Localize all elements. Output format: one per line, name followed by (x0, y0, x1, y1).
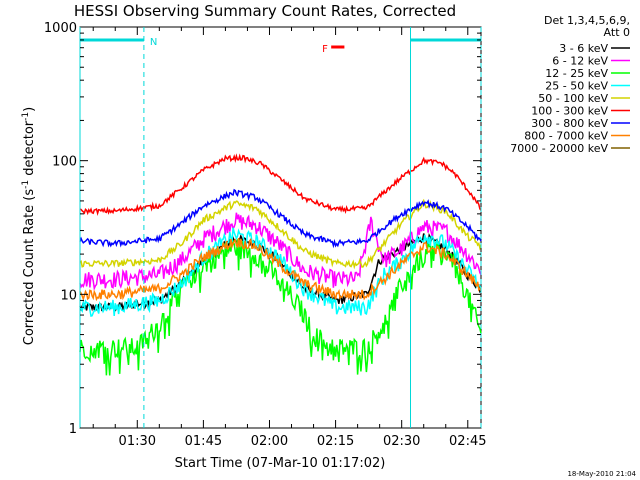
y-axis-label-part: detector (22, 120, 37, 180)
series-line (79, 198, 482, 270)
marker-layer: NF (79, 27, 482, 428)
x-axis-label: Start Time (07-Mar-10 01:17:02) (175, 456, 386, 471)
y-axis-label-part: Corrected Count Rate (s (22, 189, 37, 346)
y-tick-label: 100 (52, 155, 77, 170)
x-tick-label: 01:45 (185, 434, 222, 449)
legend-label: 3 - 6 keV (559, 42, 608, 55)
x-tick-label: 01:30 (119, 434, 156, 449)
chart-title: HESSI Observing Summary Count Rates, Cor… (74, 2, 456, 20)
legend-header: Det 1,3,4,5,6,9, (544, 14, 630, 27)
legend-label: 50 - 100 keV (538, 92, 608, 105)
x-tick-label: 02:15 (317, 434, 354, 449)
x-tick-label: 02:30 (383, 434, 420, 449)
series-line (79, 188, 482, 249)
legend-label: 100 - 300 keV (531, 105, 608, 118)
legend-label: 6 - 12 keV (552, 55, 608, 68)
legend-label: 12 - 25 keV (545, 67, 608, 80)
y-tick-label: 1 (69, 422, 77, 437)
y-axis-label: Corrected Count Rate (s-1 detector-1) (21, 107, 37, 345)
legend-label: 25 - 50 keV (545, 80, 608, 93)
night-marker-label: N (150, 37, 157, 48)
legend-header: Att 0 (604, 26, 630, 39)
y-axis-label-part: -1 (21, 180, 31, 189)
series-layer (79, 153, 482, 376)
legend-label: 7000 - 20000 keV (510, 142, 608, 155)
flare-marker-label: F (322, 44, 328, 55)
series-line (79, 212, 482, 291)
y-axis-label-part: -1 (21, 112, 31, 121)
axes-layer: 1 10 100 1000 01:30 01:45 02:00 02:15 02:30 02:45 (44, 21, 487, 449)
y-axis-label-part: ) (22, 107, 37, 112)
x-tick-label: 02:45 (449, 434, 486, 449)
legend-label: 300 - 800 keV (531, 117, 608, 130)
series-line (79, 227, 482, 317)
x-tick-label: 02:00 (251, 434, 288, 449)
series-line (79, 238, 482, 302)
series-line (79, 153, 482, 217)
y-tick-label: 1000 (44, 21, 77, 36)
footer-timestamp: 18-May-2010 21:04 (567, 470, 636, 478)
series-line (79, 239, 482, 376)
legend-label: 800 - 7000 keV (524, 130, 608, 143)
y-tick-label: 10 (60, 288, 77, 303)
